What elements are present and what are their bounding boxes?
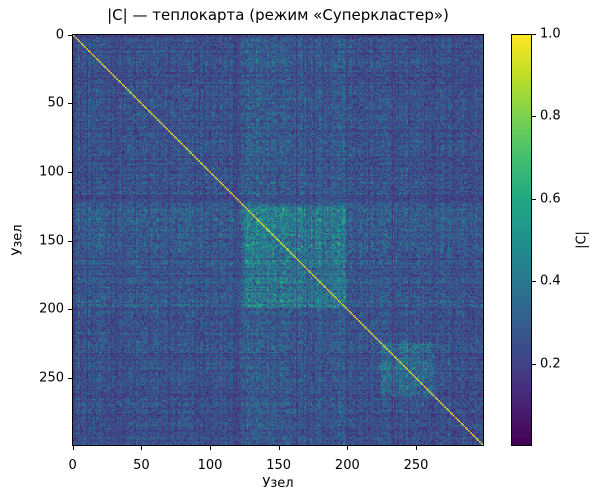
x-tick-mark	[347, 446, 348, 450]
colorbar-tick-label: 1.0	[540, 26, 561, 42]
y-tick-mark	[68, 309, 72, 310]
y-tick-label: 100	[39, 164, 64, 180]
x-tick-mark	[141, 446, 142, 450]
x-axis-label: Узел	[262, 476, 294, 491]
chart-title: |C| — теплокарта (режим «Суперкластер»)	[107, 6, 449, 24]
x-tick-label: 0	[68, 458, 77, 473]
colorbar-tick-mark	[532, 199, 536, 200]
y-tick-mark	[68, 378, 72, 379]
y-tick-mark	[68, 241, 72, 242]
y-tick-label: 250	[39, 370, 64, 386]
x-tick-label: 200	[334, 458, 360, 473]
x-tick-label: 50	[133, 458, 150, 473]
x-tick-mark	[279, 446, 280, 450]
heatmap-plot-area	[72, 34, 484, 446]
colorbar-tick-mark	[532, 364, 536, 365]
colorbar-tick-mark	[532, 281, 536, 282]
x-tick-mark	[210, 446, 211, 450]
colorbar-tick-label: 0.6	[540, 191, 561, 207]
y-tick-label: 200	[39, 301, 64, 317]
x-tick-mark	[416, 446, 417, 450]
y-tick-mark	[68, 35, 72, 36]
y-tick-label: 50	[47, 95, 64, 111]
y-tick-mark	[68, 103, 72, 104]
x-tick-label: 250	[403, 458, 429, 473]
x-tick-label: 100	[197, 458, 223, 473]
colorbar-tick-label: 0.4	[540, 273, 561, 289]
colorbar-gradient	[512, 35, 531, 445]
x-tick-mark	[73, 446, 74, 450]
heatmap-canvas	[73, 35, 483, 445]
colorbar-label: |C|	[574, 231, 590, 249]
x-tick-label: 150	[266, 458, 292, 473]
colorbar-tick-label: 0.8	[540, 108, 561, 124]
y-tick-mark	[68, 172, 72, 173]
y-axis-label: Узел	[10, 224, 26, 256]
y-tick-label: 0	[55, 27, 64, 43]
y-tick-label: 150	[39, 233, 64, 249]
colorbar-tick-mark	[532, 116, 536, 117]
colorbar	[511, 34, 532, 446]
colorbar-tick-mark	[532, 34, 536, 35]
colorbar-tick-label: 0.2	[540, 356, 561, 372]
